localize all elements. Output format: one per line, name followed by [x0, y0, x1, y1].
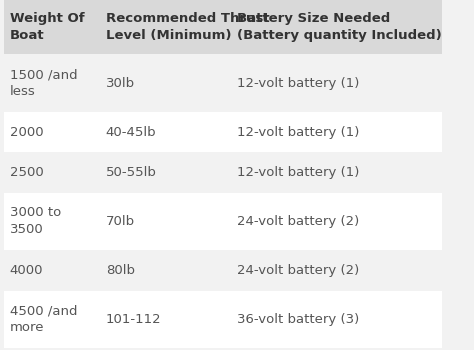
FancyBboxPatch shape: [232, 54, 442, 112]
Text: 12-volt battery (1): 12-volt battery (1): [237, 126, 359, 139]
FancyBboxPatch shape: [232, 291, 442, 348]
Text: 24-volt battery (2): 24-volt battery (2): [237, 215, 359, 228]
Text: Battery Size Needed
(Battery quantity Included): Battery Size Needed (Battery quantity In…: [237, 12, 442, 42]
FancyBboxPatch shape: [4, 54, 100, 112]
FancyBboxPatch shape: [232, 152, 442, 193]
Text: 70lb: 70lb: [106, 215, 135, 228]
FancyBboxPatch shape: [4, 291, 100, 348]
Text: 50-55lb: 50-55lb: [106, 166, 157, 179]
FancyBboxPatch shape: [100, 54, 232, 112]
Text: 4500 /and
more: 4500 /and more: [9, 304, 77, 335]
Text: 101-112: 101-112: [106, 313, 162, 326]
FancyBboxPatch shape: [100, 152, 232, 193]
FancyBboxPatch shape: [4, 112, 100, 152]
FancyBboxPatch shape: [100, 0, 232, 54]
FancyBboxPatch shape: [100, 112, 232, 152]
Text: Weight Of
Boat: Weight Of Boat: [9, 12, 84, 42]
FancyBboxPatch shape: [4, 250, 100, 291]
FancyBboxPatch shape: [4, 0, 100, 54]
Text: 40-45lb: 40-45lb: [106, 126, 156, 139]
Text: 80lb: 80lb: [106, 264, 135, 277]
FancyBboxPatch shape: [4, 152, 100, 193]
Text: 24-volt battery (2): 24-volt battery (2): [237, 264, 359, 277]
FancyBboxPatch shape: [232, 193, 442, 250]
FancyBboxPatch shape: [232, 0, 442, 54]
Text: 4000: 4000: [9, 264, 43, 277]
FancyBboxPatch shape: [4, 193, 100, 250]
FancyBboxPatch shape: [100, 291, 232, 348]
Text: 1500 /and
less: 1500 /and less: [9, 68, 77, 98]
Text: 30lb: 30lb: [106, 77, 135, 90]
FancyBboxPatch shape: [100, 250, 232, 291]
FancyBboxPatch shape: [232, 112, 442, 152]
Text: 12-volt battery (1): 12-volt battery (1): [237, 166, 359, 179]
Text: 3000 to
3500: 3000 to 3500: [9, 206, 61, 237]
Text: 2500: 2500: [9, 166, 44, 179]
Text: 36-volt battery (3): 36-volt battery (3): [237, 313, 359, 326]
FancyBboxPatch shape: [232, 250, 442, 291]
Text: 2000: 2000: [9, 126, 43, 139]
Text: Recommended Thrust
Level (Minimum): Recommended Thrust Level (Minimum): [106, 12, 270, 42]
Text: 12-volt battery (1): 12-volt battery (1): [237, 77, 359, 90]
FancyBboxPatch shape: [100, 193, 232, 250]
